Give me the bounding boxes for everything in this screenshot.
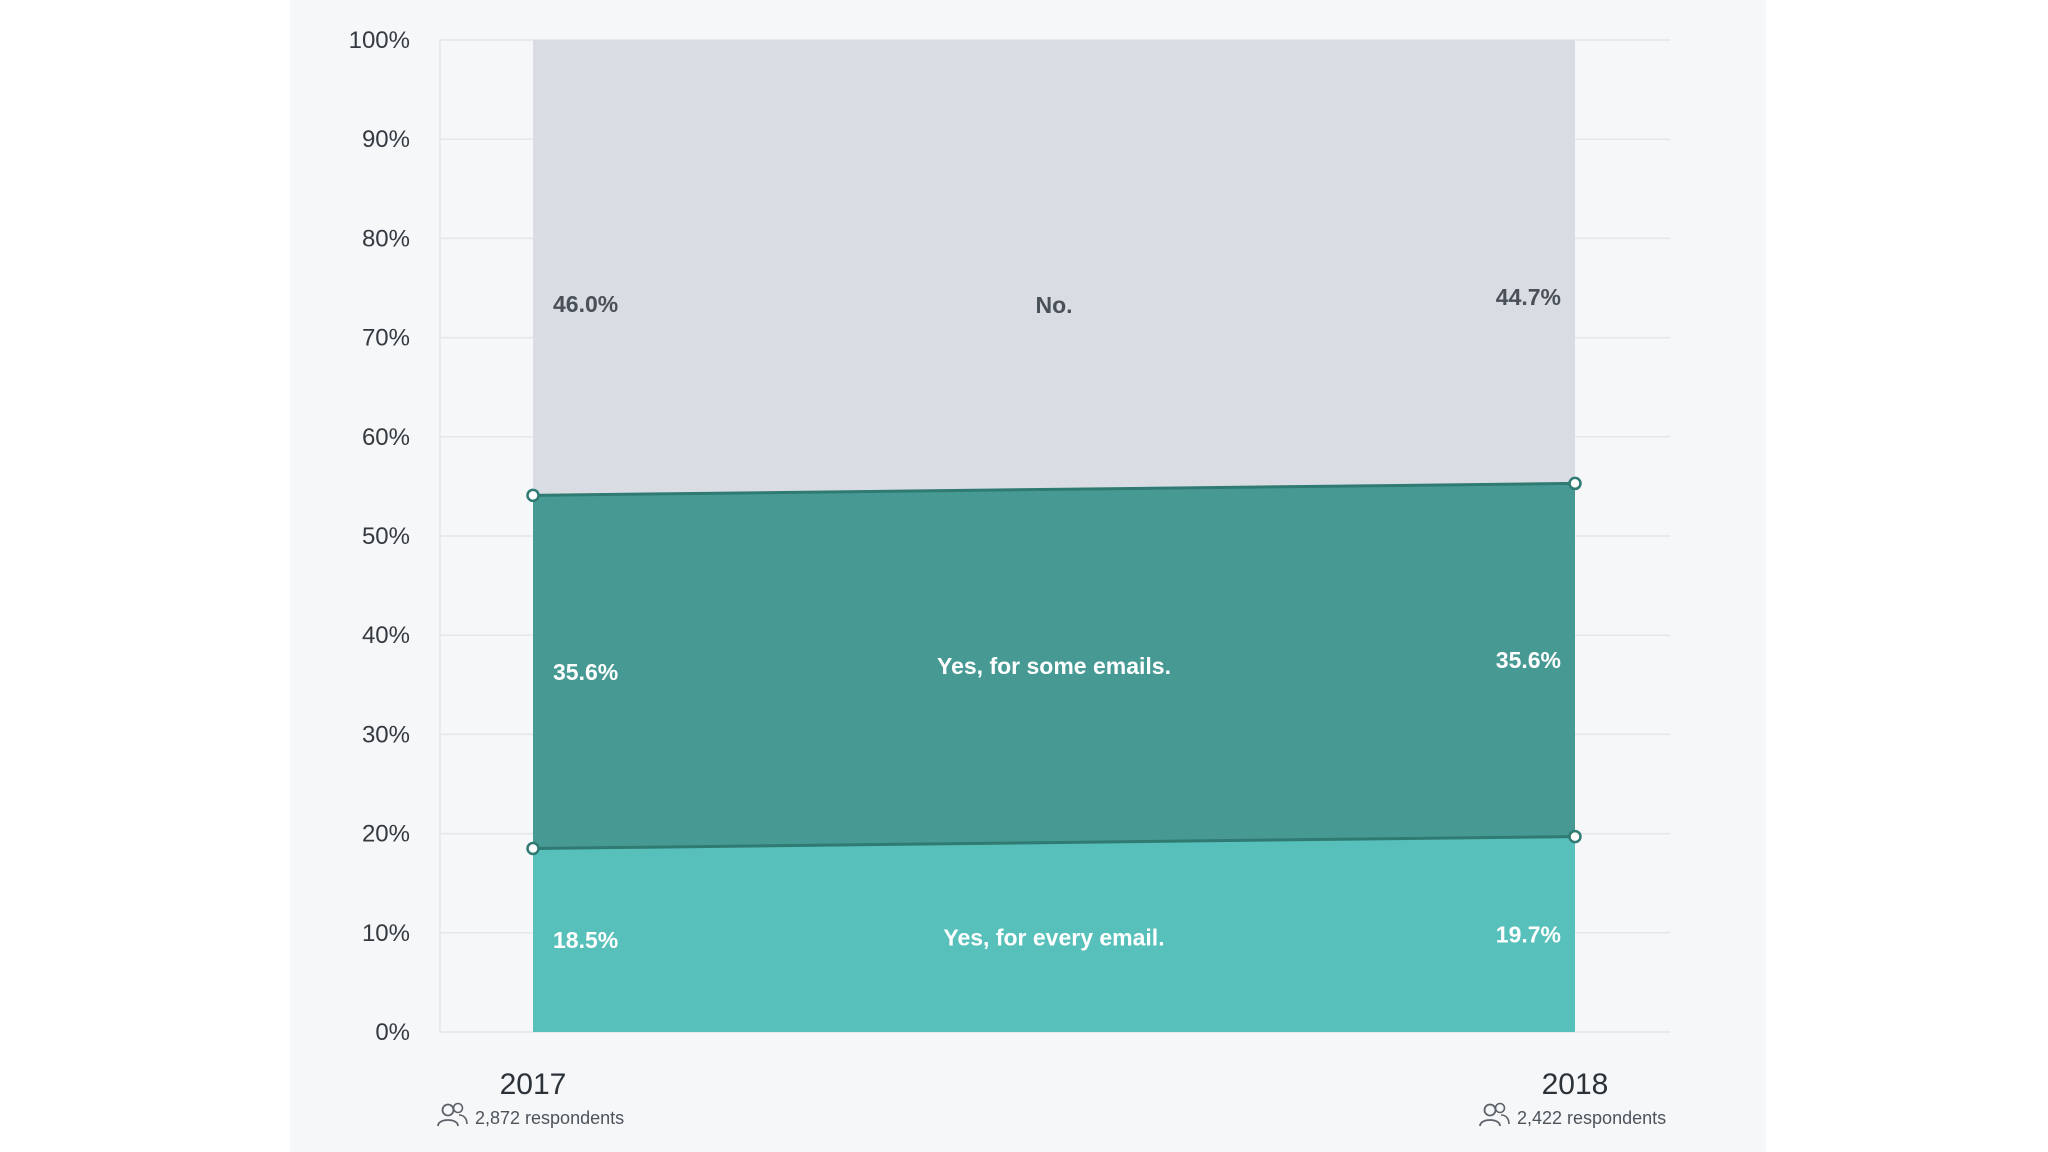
area-series-1 bbox=[533, 483, 1575, 849]
people-icon-head-2 bbox=[452, 1102, 464, 1114]
stacked-area-chart: 18.5% 19.7% Yes, for every email. 35.6% 35.6… bbox=[349, 27, 1670, 1128]
people-icon-body-2 bbox=[1500, 1114, 1510, 1125]
data-point-marker bbox=[1568, 476, 1582, 491]
series-name-label: No. bbox=[1035, 292, 1072, 318]
data-point-marker bbox=[526, 488, 540, 503]
boundary-lines bbox=[526, 476, 1582, 856]
people-icon-head bbox=[1483, 1103, 1497, 1117]
respondents-label: 2,872 respondents bbox=[475, 1108, 624, 1128]
people-icon-body-2 bbox=[458, 1114, 468, 1125]
y-tick-label: 0% bbox=[375, 1019, 410, 1046]
x-tick-label: 2018 bbox=[1542, 1068, 1609, 1101]
boundary-line-0 bbox=[532, 835, 1576, 850]
y-tick-label: 40% bbox=[362, 622, 410, 649]
boundary-line-1 bbox=[532, 481, 1576, 497]
respondents-label: 2,422 respondents bbox=[1517, 1108, 1666, 1128]
people-icon-body bbox=[437, 1119, 459, 1127]
y-tick-label: 10% bbox=[362, 920, 410, 947]
area-series-2 bbox=[533, 40, 1575, 496]
value-label: 44.7% bbox=[1496, 284, 1561, 310]
y-tick-label: 60% bbox=[362, 424, 410, 451]
area-series bbox=[533, 40, 1575, 1032]
area-series-0 bbox=[533, 836, 1575, 1032]
chart-labels: 18.5% 19.7% Yes, for every email. 35.6% 35.6… bbox=[553, 284, 1561, 953]
y-tick-label: 100% bbox=[349, 27, 410, 54]
x-tick-label: 2017 bbox=[500, 1068, 567, 1101]
series-name-label: Yes, for every email. bbox=[943, 924, 1164, 950]
y-tick-label: 20% bbox=[362, 821, 410, 848]
value-label: 18.5% bbox=[553, 927, 618, 953]
data-point-marker bbox=[1568, 829, 1582, 844]
value-label: 35.6% bbox=[1496, 647, 1561, 673]
y-tick-label: 80% bbox=[362, 225, 410, 252]
people-icon-head bbox=[441, 1103, 455, 1117]
value-label: 46.0% bbox=[553, 291, 618, 317]
people-icon bbox=[437, 1102, 468, 1127]
series-name-label: Yes, for some emails. bbox=[937, 653, 1171, 679]
y-tick-label: 30% bbox=[362, 721, 410, 748]
people-icon-body bbox=[1479, 1119, 1501, 1127]
people-icon bbox=[1479, 1102, 1510, 1127]
y-tick-label: 50% bbox=[362, 523, 410, 550]
value-label: 35.6% bbox=[553, 659, 618, 685]
chart-panel: 18.5% 19.7% Yes, for every email. 35.6% 35.6… bbox=[290, 0, 1766, 1152]
people-icon-head-2 bbox=[1494, 1102, 1506, 1114]
data-point-marker bbox=[526, 841, 540, 856]
value-label: 19.7% bbox=[1496, 921, 1561, 947]
axes: 0% 10% 20% 30% 40% 50% 60% 70% 80% 90% 100% 2017 2,8… bbox=[349, 27, 1667, 1128]
y-tick-label: 70% bbox=[362, 325, 410, 352]
y-tick-label: 90% bbox=[362, 126, 410, 153]
